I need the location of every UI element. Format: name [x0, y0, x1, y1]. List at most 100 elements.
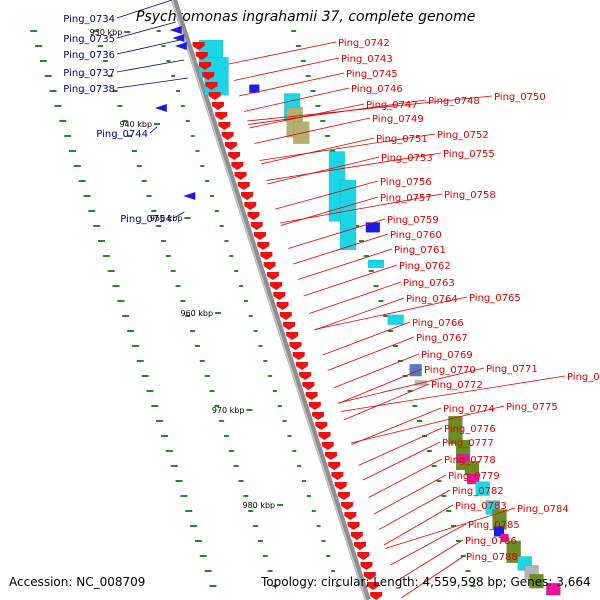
axis-dot — [190, 330, 196, 332]
forward-gene-arrow — [231, 162, 244, 170]
forward-gene-arrow — [234, 172, 247, 180]
reverse-leader-line — [116, 0, 173, 19]
forward-gene-label: Ping_0770 — [424, 365, 476, 376]
forward-gene-label: Ping_0778 — [444, 455, 496, 466]
axis-dot — [165, 450, 173, 452]
forward-gene-label: Ping_0774 — [443, 404, 495, 415]
axis-dot — [248, 315, 253, 317]
axis-dot — [470, 585, 476, 587]
axis-dot — [441, 495, 447, 497]
axis-dot — [277, 405, 282, 407]
forward-gene-label: Ping_0758 — [444, 190, 496, 201]
forward-gene-label: Ping_0762 — [399, 261, 451, 272]
backbone-highlight — [171, 0, 367, 600]
axis-dot — [131, 150, 137, 152]
axis-dot — [171, 75, 176, 77]
forward-gene-arrow — [218, 122, 231, 130]
axis-dot — [98, 240, 106, 242]
axis-dot — [73, 165, 81, 167]
axis-dot — [263, 360, 268, 362]
axis-dot — [59, 120, 67, 122]
axis-dot — [88, 210, 96, 212]
axis-dot — [228, 450, 234, 452]
reverse-gene-label: Ping_0744 — [96, 129, 148, 140]
forward-gene-label: Ping_0779 — [448, 471, 500, 482]
scale-tick-label: 950 kbp — [150, 214, 183, 223]
gene-block — [475, 481, 490, 496]
forward-gene-arrow — [208, 92, 221, 100]
forward-gene-label: Ping_0769 — [421, 350, 473, 361]
axis-dot — [117, 300, 125, 302]
forward-gene-arrow — [250, 222, 263, 230]
reverse-gene-arrow — [183, 192, 196, 200]
forward-gene-arrow — [295, 362, 308, 370]
gene-block — [456, 454, 470, 463]
forward-gene-arrow — [286, 332, 299, 340]
axis-dot — [292, 450, 297, 452]
axis-dot — [204, 570, 212, 572]
axis-dot — [297, 465, 302, 467]
forward-leader-line — [385, 507, 516, 549]
forward-leader-line — [238, 72, 345, 97]
reverse-gene-label: Ping_0754 — [120, 214, 172, 225]
scale-tick-label: 970 kbp — [212, 406, 245, 415]
gene-block — [293, 121, 310, 144]
forward-gene-arrow — [221, 132, 234, 140]
axis-dot — [180, 105, 185, 107]
forward-gene-arrow — [366, 582, 379, 590]
gene-block — [367, 259, 385, 269]
gene-block — [339, 179, 357, 251]
forward-leader-line — [260, 137, 375, 165]
reverse-leader-line — [173, 211, 185, 219]
forward-gene-arrow — [211, 102, 224, 110]
axis-dot — [446, 510, 452, 512]
forward-leader-line — [288, 218, 386, 249]
axis-dot — [257, 540, 263, 542]
forward-leader-line — [228, 41, 337, 65]
axis-dot — [388, 330, 394, 332]
axis-dot — [54, 105, 62, 107]
axis-dot — [407, 390, 413, 392]
axis-dot — [199, 360, 205, 362]
forward-gene-label: Ping_0757 — [380, 193, 432, 204]
axis-dot — [359, 240, 365, 242]
gene-block — [506, 540, 521, 563]
forward-gene-label: Ping_0755 — [443, 149, 495, 160]
forward-gene-label: Ping_0749 — [372, 114, 424, 125]
axis-dot — [199, 555, 207, 557]
axis-dot — [156, 420, 164, 422]
forward-leader-line — [293, 233, 389, 265]
forward-leader-line — [400, 555, 465, 599]
axis-dot — [122, 120, 128, 122]
axis-dot — [219, 420, 225, 422]
axis-dot — [112, 285, 120, 287]
scale-tick-mark — [154, 123, 161, 125]
axis-dot — [151, 405, 159, 407]
axis-dot — [30, 30, 38, 32]
scale-tick-mark — [184, 217, 191, 219]
forward-gene-arrow — [195, 52, 208, 60]
forward-gene-arrow — [289, 342, 302, 350]
axis-dot — [465, 570, 471, 572]
axis-dot — [451, 525, 457, 527]
axis-dot — [136, 360, 144, 362]
forward-gene-arrow — [263, 262, 276, 270]
forward-gene-arrow — [363, 572, 376, 580]
forward-leader-line — [266, 152, 442, 181]
forward-leader-line — [303, 264, 398, 297]
forward-gene-label: Ping_0743 — [341, 54, 393, 65]
forward-gene-label: Ping_0761 — [394, 245, 446, 256]
axis-dot — [209, 195, 214, 197]
gene-block — [500, 533, 509, 543]
axis-dot — [170, 465, 178, 467]
axis-dot — [331, 570, 336, 572]
gene-block — [249, 84, 260, 93]
forward-gene-arrow — [360, 562, 373, 570]
axis-dot — [98, 45, 104, 47]
axis-dot — [107, 75, 113, 77]
axis-dot — [229, 255, 234, 257]
axis-dot — [239, 285, 244, 287]
axis-dot — [44, 75, 52, 77]
scale-tick-label: 960 kbp — [180, 309, 213, 318]
axis-dot — [305, 75, 311, 77]
